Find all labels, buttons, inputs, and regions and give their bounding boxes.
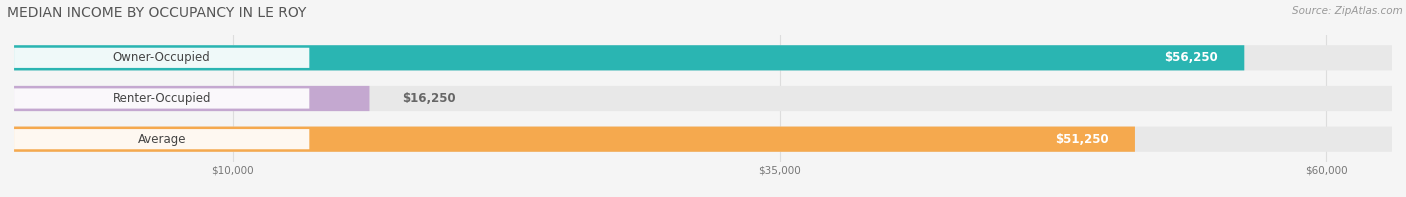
- Text: $51,250: $51,250: [1054, 133, 1109, 146]
- Text: Owner-Occupied: Owner-Occupied: [112, 51, 211, 64]
- Text: MEDIAN INCOME BY OCCUPANCY IN LE ROY: MEDIAN INCOME BY OCCUPANCY IN LE ROY: [7, 6, 307, 20]
- Text: Average: Average: [138, 133, 186, 146]
- FancyBboxPatch shape: [14, 45, 1244, 71]
- FancyBboxPatch shape: [14, 86, 370, 111]
- FancyBboxPatch shape: [14, 48, 309, 68]
- Text: $56,250: $56,250: [1164, 51, 1218, 64]
- Text: Renter-Occupied: Renter-Occupied: [112, 92, 211, 105]
- Text: $16,250: $16,250: [402, 92, 456, 105]
- FancyBboxPatch shape: [14, 86, 1392, 111]
- FancyBboxPatch shape: [14, 129, 309, 149]
- Text: Source: ZipAtlas.com: Source: ZipAtlas.com: [1292, 6, 1403, 16]
- FancyBboxPatch shape: [14, 126, 1135, 152]
- FancyBboxPatch shape: [14, 88, 309, 109]
- FancyBboxPatch shape: [14, 126, 1392, 152]
- FancyBboxPatch shape: [14, 45, 1392, 71]
